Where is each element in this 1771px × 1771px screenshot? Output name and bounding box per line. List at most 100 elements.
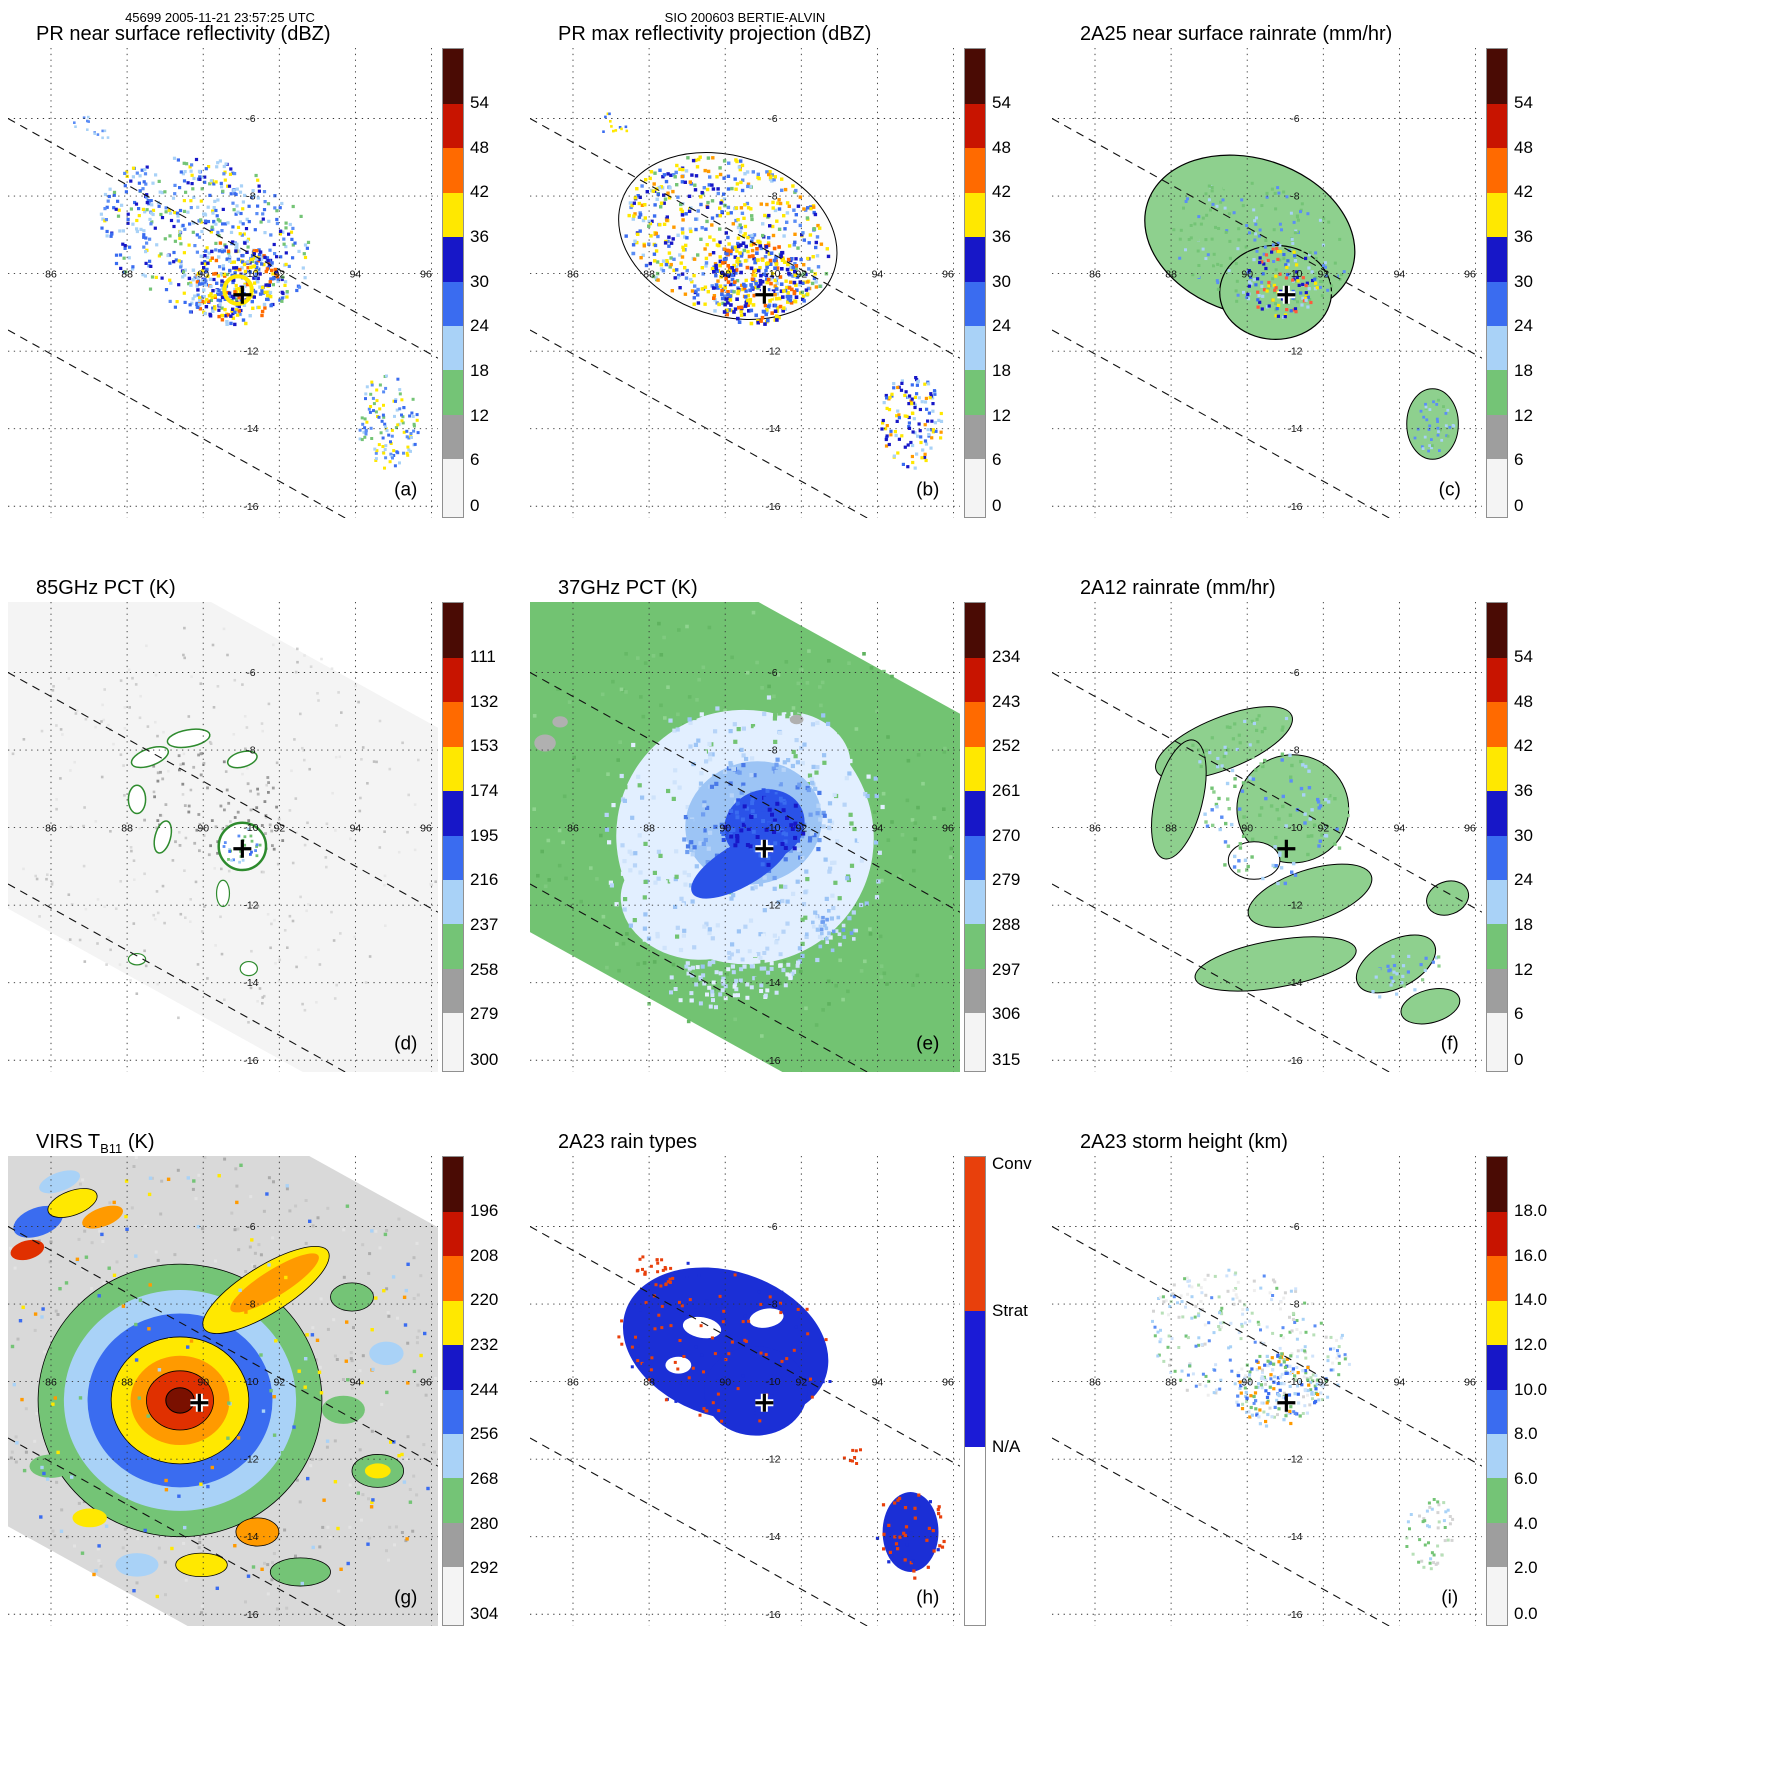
colorbar-segment xyxy=(443,1478,463,1523)
panel-title-text: 2A12 rainrate (mm/hr) xyxy=(1080,577,1276,599)
grid-lines xyxy=(8,1156,438,1626)
colorbar-segment xyxy=(1487,281,1507,327)
colorbar-tick: 220 xyxy=(470,1290,499,1310)
grid-labels: 86 88 90 92 94 96 -6 -8 -10 -12 -14 -16 xyxy=(567,667,954,1067)
panel-grid: PR near surface reflectivity (dBZ) 86 88 9… xyxy=(6,22,1572,1652)
colorbar-tick: 0 xyxy=(1514,1050,1524,1070)
storm-data-field xyxy=(1151,706,1470,1025)
panel-title: 85GHz PCT (K) xyxy=(36,577,176,602)
lat-label: -16 xyxy=(1287,501,1302,513)
grid-lines xyxy=(1052,1156,1482,1626)
colorbar-segment xyxy=(443,237,463,282)
storm-data-field xyxy=(530,602,960,1072)
grid-lines xyxy=(8,48,438,518)
colorbar-tick: 111 xyxy=(470,646,496,666)
lat-label: -12 xyxy=(765,900,780,912)
colorbar-tick: 8.0 xyxy=(1514,1424,1538,1444)
panel-title-suffix: (K) xyxy=(122,1131,155,1153)
map-plot: 86 88 90 92 94 96 -6 -8 -10 -12 -14 -16 (e) xyxy=(530,602,960,1072)
lon-label: 90 xyxy=(197,1377,209,1389)
speckle-field xyxy=(624,155,831,317)
lat-label: -16 xyxy=(243,1609,258,1621)
lon-label: 92 xyxy=(795,1377,807,1389)
colorbar-segment xyxy=(965,281,985,327)
colorbar-segment xyxy=(443,148,463,193)
lon-label: 90 xyxy=(197,823,209,835)
lat-label: -10 xyxy=(243,822,258,834)
lat-label: -10 xyxy=(1287,822,1302,834)
map-plot: 86 88 90 92 94 96 -6 -8 -10 -12 -14 -16 (f) xyxy=(1052,602,1482,1072)
colorbar-tick: 12 xyxy=(992,405,1011,425)
colorbar-tick: 36 xyxy=(1514,226,1533,246)
swath-edge-lines xyxy=(8,118,438,518)
panel-c: 2A25 near surface rainrate (mm/hr) 86 88 9… xyxy=(1050,22,1572,544)
colorbar-segment xyxy=(1487,1157,1507,1212)
colorbar-tick-labels: Conv Strat N/A xyxy=(992,1155,1050,1626)
lat-label: -10 xyxy=(1287,1376,1302,1388)
lon-label: 96 xyxy=(420,269,432,281)
colorbar-tick: 6 xyxy=(1514,450,1524,470)
lon-label: 94 xyxy=(872,823,884,835)
colorbar-tick: 30 xyxy=(1514,825,1533,845)
lat-label: -14 xyxy=(765,977,780,989)
colorbar-segment xyxy=(1487,192,1507,238)
colorbar-tick: 6.0 xyxy=(1514,1468,1538,1488)
colorbar-tick: 300 xyxy=(470,1050,499,1070)
colorbar-tick: 6 xyxy=(470,450,480,470)
lat-label: -14 xyxy=(765,1531,780,1543)
lon-label: 92 xyxy=(273,1377,285,1389)
panel-letter: (f) xyxy=(1441,1033,1459,1054)
grid-lines xyxy=(530,48,960,518)
panel-title-text: 2A23 rain types xyxy=(558,1131,697,1153)
colorbar-segment xyxy=(443,1389,463,1435)
storm-center-marker xyxy=(755,285,774,304)
colorbar-segment xyxy=(1487,1256,1507,1301)
grid-labels: 86 88 90 92 94 96 -6 -8 -10 -12 -14 -16 xyxy=(45,113,432,513)
panel-title-text: PR near surface reflectivity (dBZ) xyxy=(36,23,331,45)
colorbar-tick: 24 xyxy=(992,316,1011,336)
lat-label: -8 xyxy=(1290,191,1299,203)
colorbar-tick: 315 xyxy=(992,1050,1021,1070)
colorbar-segment xyxy=(443,1345,463,1390)
panel-title: 2A23 rain types xyxy=(558,1131,697,1156)
colorbar-segment xyxy=(443,968,463,1014)
colorbar-segment xyxy=(443,459,463,517)
colorbar-tick: 30 xyxy=(1514,271,1533,291)
colorbar-tick: 280 xyxy=(470,1513,499,1533)
speckle-field xyxy=(842,1448,862,1465)
colorbar-tick: 279 xyxy=(470,1004,499,1024)
colorbar-tick-labels: 54 48 42 36 30 24 18 12 6 0 xyxy=(470,48,528,518)
lat-label: -12 xyxy=(243,346,258,358)
panel-letter: (i) xyxy=(1441,1587,1458,1608)
lon-label: 86 xyxy=(1089,823,1101,835)
colorbar-tick: 4.0 xyxy=(1514,1513,1538,1533)
map-plot: 86 88 90 92 94 96 -6 -8 -10 -12 -14 -16 (a) xyxy=(8,48,438,518)
colorbar-segment xyxy=(443,414,463,460)
colorbar-tick: 16.0 xyxy=(1514,1245,1548,1265)
grid-labels: 86 88 90 92 94 96 -6 -8 -10 -12 -14 -16 xyxy=(567,1221,954,1621)
lon-label: 88 xyxy=(643,1377,655,1389)
colorbar-tick-labels: 196 208 220 232 244 256 268 280 292 304 xyxy=(470,1156,528,1626)
lon-label: 88 xyxy=(1165,269,1177,281)
speckle-field xyxy=(73,115,110,140)
colorbar-segment xyxy=(443,1567,463,1625)
colorbar-segment xyxy=(443,746,463,792)
lat-label: -14 xyxy=(1287,977,1302,989)
colorbar-segment xyxy=(965,1013,985,1071)
colorbar-segment xyxy=(1487,414,1507,460)
colorbar-segment xyxy=(1487,880,1507,925)
lat-label: -10 xyxy=(1287,268,1302,280)
lon-label: 88 xyxy=(643,269,655,281)
storm-center-marker xyxy=(233,839,252,858)
lat-label: -10 xyxy=(765,268,780,280)
lon-label: 92 xyxy=(273,823,285,835)
lon-label: 88 xyxy=(643,823,655,835)
colorbar-segment xyxy=(443,1300,463,1346)
lon-label: 92 xyxy=(1317,269,1329,281)
lat-label: -14 xyxy=(243,977,258,989)
colorbar-tick: 12 xyxy=(1514,405,1533,425)
colorbar-tick: 268 xyxy=(470,1468,499,1488)
colorbar-tick: 14.0 xyxy=(1514,1290,1548,1310)
panel-d: 85GHz PCT (K) 86 88 90 92 94 96 -6 -8 -10 -12 -14 -… xyxy=(6,576,528,1098)
colorbar-segment xyxy=(443,1013,463,1071)
